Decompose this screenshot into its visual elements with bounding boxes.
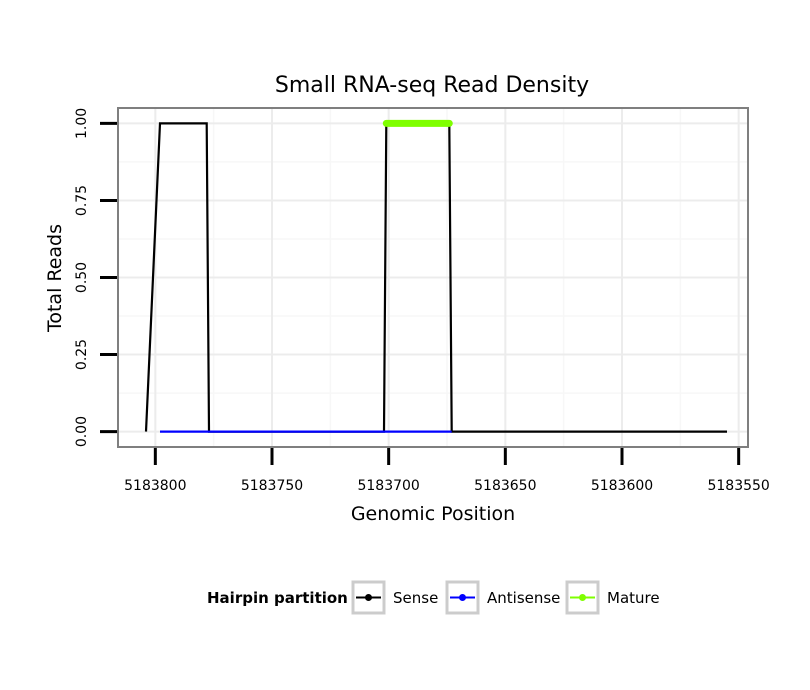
y-tick-label: 0.50 <box>74 262 90 293</box>
legend-label-antisense: Antisense <box>487 589 560 607</box>
y-tick-label: 1.00 <box>74 108 90 139</box>
x-tick-label: 5183750 <box>241 478 303 494</box>
y-tick-label: 0.25 <box>74 339 90 370</box>
y-axis: 0.00 0.25 0.50 0.75 1.00 <box>74 108 117 447</box>
x-axis: 5183800 5183750 5183700 5183650 5183600 51835… <box>124 448 770 494</box>
legend-key-point <box>365 594 372 601</box>
legend-key-point <box>459 594 466 601</box>
plot-border <box>117 107 749 448</box>
y-tick-label: 0.75 <box>74 185 90 216</box>
x-tick-label: 5183550 <box>707 478 769 494</box>
series-layer <box>144 119 727 433</box>
chart-title: Small RNA-seq Read Density <box>275 73 589 98</box>
plot-panel <box>117 107 749 448</box>
y-axis-title: Total Reads <box>44 224 66 333</box>
legend-title: Hairpin partition <box>207 589 348 607</box>
x-tick-label: 5183700 <box>357 478 419 494</box>
legend-key-point <box>579 594 586 601</box>
x-axis-title: Genomic Position <box>351 503 515 525</box>
legend-label-mature: Mature <box>607 589 660 607</box>
x-tick-label: 5183800 <box>124 478 186 494</box>
legend: Hairpin partition Sense Antisense Mature <box>207 580 660 615</box>
grid-lines <box>118 108 748 447</box>
legend-label-sense: Sense <box>393 589 438 607</box>
x-tick-label: 5183600 <box>591 478 653 494</box>
y-tick-label: 0.00 <box>74 416 90 447</box>
legend-entries: Sense Antisense Mature <box>351 580 660 615</box>
x-tick-label: 5183650 <box>474 478 536 494</box>
